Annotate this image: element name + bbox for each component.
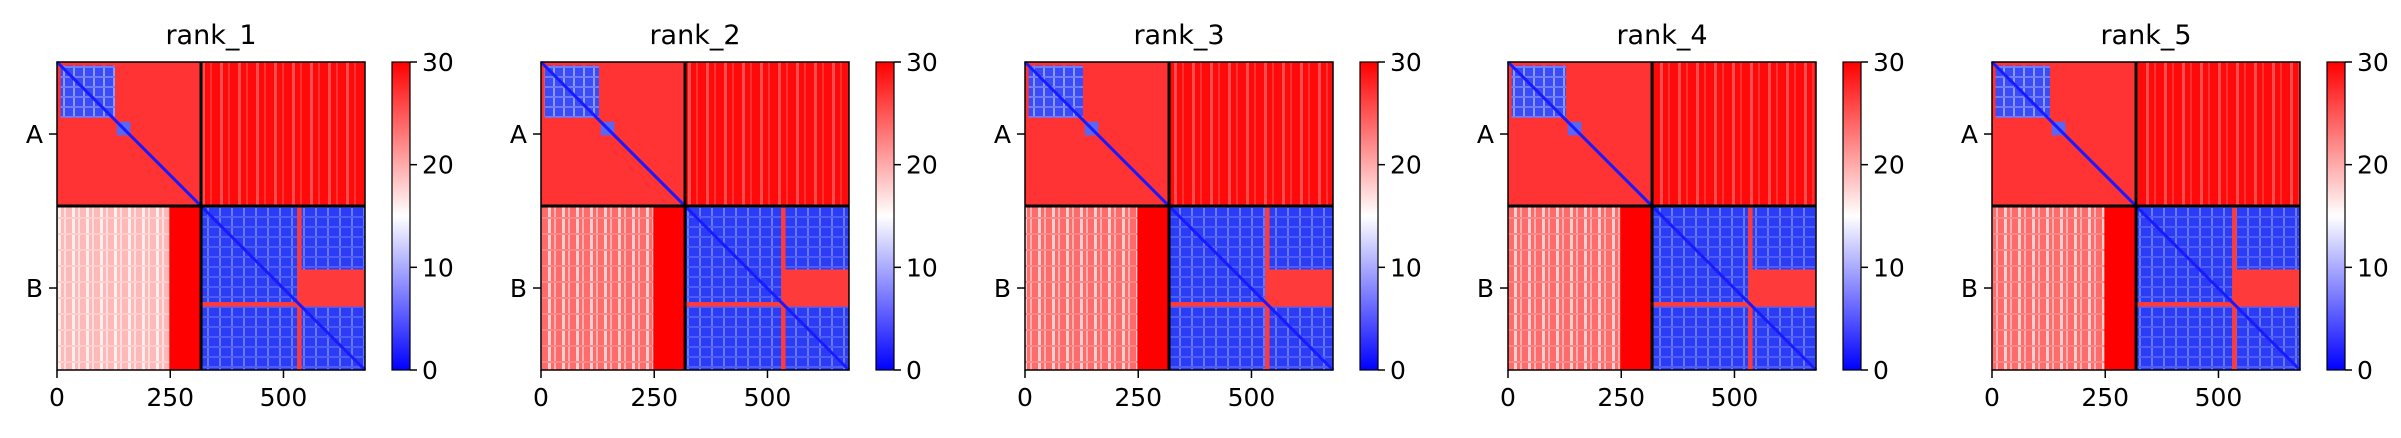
colorbar-tick-label: 0 — [1390, 356, 1406, 385]
diagonal — [539, 60, 851, 372]
colorbar-tick-label: 20 — [906, 151, 938, 180]
colorbar-tick-label: 10 — [2357, 253, 2389, 282]
colorbar-tick-label: 20 — [1873, 151, 1905, 180]
colorbar-tick-label: 20 — [422, 151, 454, 180]
panel-title: rank_3 — [1133, 20, 1224, 51]
domain-b12 — [2236, 206, 2300, 270]
colorbar-tick-label: 10 — [906, 253, 938, 282]
colorbar-tick-label: 10 — [422, 253, 454, 282]
block-a-b — [685, 62, 849, 207]
x-tick-label: 500 — [744, 383, 792, 412]
panel-5: rank_5 A B 0 250 500 0 10 20 30 — [1961, 20, 2389, 412]
colorbar-tick-label: 30 — [1390, 48, 1422, 77]
axes-frame — [56, 61, 366, 371]
y-tick-label: B — [994, 274, 1011, 303]
x-tick-label: 0 — [533, 383, 549, 412]
x-tick-label: 250 — [1114, 383, 1162, 412]
colorbar-tick-label: 0 — [1873, 356, 1889, 385]
y-tick-label: B — [1961, 274, 1978, 303]
panel-title: rank_1 — [165, 20, 256, 51]
colorbar-tick-label: 10 — [1873, 253, 1905, 282]
colorbar — [391, 61, 411, 371]
x-tick-label: 0 — [49, 383, 65, 412]
domain-b21 — [685, 306, 782, 370]
colorbar-tick-label: 30 — [906, 48, 938, 77]
y-tick-label: B — [26, 274, 43, 303]
x-tick-label: 250 — [146, 383, 194, 412]
colorbar-tick-label: 20 — [1390, 151, 1422, 180]
y-tick-label: A — [510, 120, 527, 149]
y-tick-label: A — [26, 120, 43, 149]
domain-b21 — [201, 306, 298, 370]
diagonal — [1990, 60, 2302, 372]
x-tick-label: 500 — [2195, 383, 2243, 412]
panel-1: rank_1 A B 0 250 500 0 10 20 30 — [26, 20, 454, 412]
block-a-b — [201, 62, 365, 207]
x-tick-label: 0 — [1984, 383, 2000, 412]
domain-b21 — [2136, 306, 2233, 370]
colorbar-tick-label: 0 — [906, 356, 922, 385]
x-tick-label: 250 — [1597, 383, 1645, 412]
block-a-b — [2136, 62, 2300, 207]
block-b-a-gap — [1620, 206, 1653, 370]
panel-3: rank_3 A B 0 250 500 0 10 20 30 — [994, 20, 1422, 412]
colorbar — [2326, 61, 2346, 371]
domain-b12 — [301, 206, 365, 270]
block-b-a-gap — [653, 206, 686, 370]
colorbar-tick-label: 30 — [1873, 48, 1905, 77]
domain-b12 — [1752, 206, 1816, 270]
domain-b12 — [1269, 206, 1333, 270]
axes-frame — [1024, 61, 1334, 371]
colorbar-tick-label: 20 — [2357, 151, 2389, 180]
colorbar-tick-label: 30 — [2357, 48, 2389, 77]
x-tick-label: 250 — [2081, 383, 2129, 412]
y-tick-label: A — [1961, 120, 1978, 149]
domain-b21 — [1169, 306, 1266, 370]
y-tick-label: B — [1477, 274, 1494, 303]
block-a-b — [1652, 62, 1816, 207]
x-tick-label: 500 — [1228, 383, 1276, 412]
panel-title: rank_2 — [649, 20, 740, 51]
colorbar — [875, 61, 895, 371]
block-b-a-gap — [1137, 206, 1170, 370]
x-tick-label: 250 — [630, 383, 678, 412]
block-b-a-gap — [169, 206, 202, 370]
panels-group: rank_1 A B 0 250 500 0 10 20 30 rank_2 A B 0 250 500 0 10… — [26, 20, 2389, 412]
colorbar-tick-label: 0 — [422, 356, 438, 385]
diagonal — [1023, 60, 1335, 372]
x-tick-label: 500 — [1711, 383, 1759, 412]
colorbar — [1842, 61, 1862, 371]
axes-frame — [540, 61, 850, 371]
y-tick-label: B — [510, 274, 527, 303]
colorbar — [1359, 61, 1379, 371]
block-a-b — [1169, 62, 1333, 207]
panel-4: rank_4 A B 0 250 500 0 10 20 30 — [1477, 20, 1905, 412]
y-tick-label: A — [994, 120, 1011, 149]
axes-frame — [1991, 61, 2301, 371]
colorbar-tick-label: 30 — [422, 48, 454, 77]
diagonal — [55, 60, 367, 372]
panel-title: rank_4 — [1616, 20, 1707, 51]
domain-b21 — [1652, 306, 1749, 370]
panel-2: rank_2 A B 0 250 500 0 10 20 30 — [510, 20, 938, 412]
x-tick-label: 0 — [1500, 383, 1516, 412]
x-tick-label: 500 — [260, 383, 308, 412]
x-tick-label: 0 — [1017, 383, 1033, 412]
axes-frame — [1507, 61, 1817, 371]
y-tick-label: A — [1477, 120, 1494, 149]
colorbar-tick-label: 0 — [2357, 356, 2373, 385]
diagonal — [1506, 60, 1818, 372]
panel-title: rank_5 — [2100, 20, 2191, 51]
colorbar-tick-label: 10 — [1390, 253, 1422, 282]
domain-b12 — [785, 206, 849, 270]
block-b-a-gap — [2104, 206, 2137, 370]
